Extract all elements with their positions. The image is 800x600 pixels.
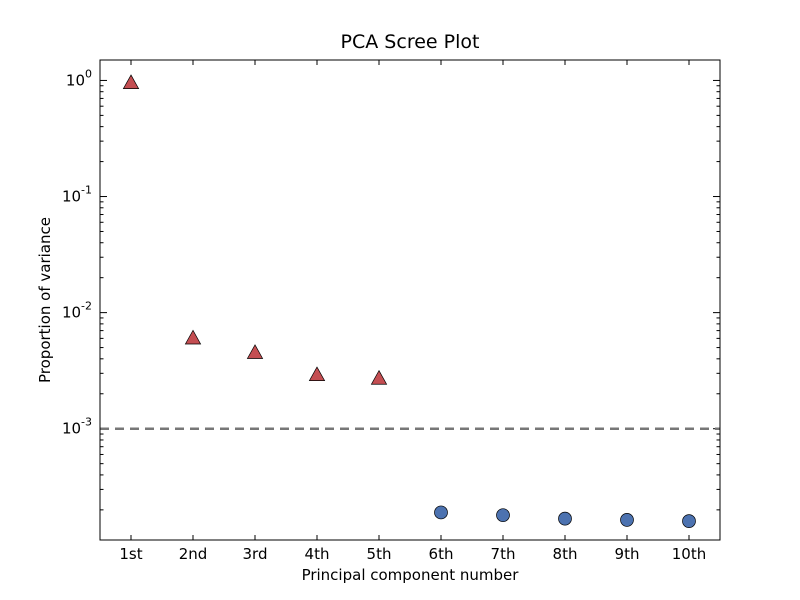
axis-ticks <box>100 60 720 540</box>
x-tick-label: 9th <box>615 545 640 563</box>
circle-marker <box>620 513 634 527</box>
y-axis-label: Proportion of variance <box>36 217 54 383</box>
y-tick-label: 100 <box>66 67 92 89</box>
tick-labels: 1st 2nd 3rd 4th 5th 6th 7th 8th 9th 10th 100 10-1 10… <box>62 67 706 563</box>
triangle-marker <box>246 344 264 359</box>
circle-marker <box>434 505 448 520</box>
x-tick-label: 1st <box>119 545 142 563</box>
chart-title: PCA Scree Plot <box>341 31 480 53</box>
triangle-marker <box>122 74 140 89</box>
x-tick-label: 4th <box>305 545 330 563</box>
x-tick-label: 8th <box>553 545 578 563</box>
y-tick-label: 10-2 <box>62 300 92 322</box>
x-tick-label: 10th <box>672 545 706 563</box>
x-tick-label: 5th <box>367 545 392 563</box>
x-tick-label: 3rd <box>243 545 268 563</box>
x-tick-label: 2nd <box>179 545 208 563</box>
circle-marker <box>682 514 696 528</box>
x-tick-label: 7th <box>491 545 516 563</box>
y-tick-label: 10-3 <box>62 416 92 438</box>
triangle-marker <box>308 366 326 381</box>
y-tick-label: 10-1 <box>62 184 92 206</box>
data-points <box>122 74 696 528</box>
plot-area-frame <box>99 59 721 541</box>
x-axis-label: Principal component number <box>302 566 520 584</box>
circle-marker <box>496 508 510 523</box>
circle-marker <box>558 511 572 526</box>
triangle-marker <box>184 329 202 345</box>
x-tick-label: 6th <box>429 545 454 563</box>
triangle-marker <box>370 369 388 385</box>
